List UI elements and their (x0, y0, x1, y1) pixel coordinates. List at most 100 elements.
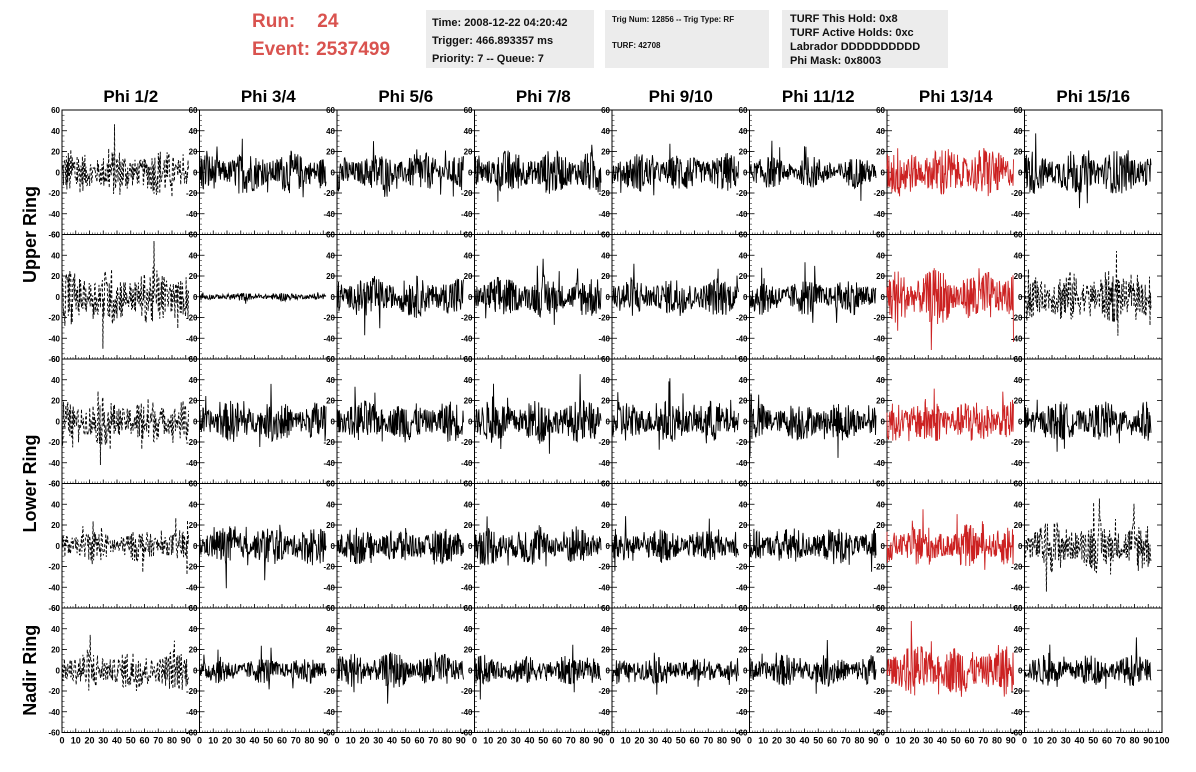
y-tick-label: 0 (1018, 542, 1023, 551)
y-tick-label: -20 (186, 189, 198, 198)
y-tick-label: 60 (189, 231, 198, 240)
x-tick-label: 60 (827, 736, 837, 746)
y-tick-label: 40 (739, 500, 748, 509)
y-tick-label: -40 (323, 708, 335, 717)
column-title: Phi 5/6 (378, 87, 433, 106)
waveform-trace (199, 383, 327, 448)
y-tick-label: 40 (876, 127, 885, 136)
turf-text: TURF: 42708 (612, 41, 661, 50)
y-tick-label: 20 (1014, 646, 1023, 655)
x-tick-label: 30 (923, 736, 933, 746)
x-tick-label: 90 (731, 736, 741, 746)
y-tick-label: 60 (464, 480, 473, 489)
y-tick-label: -40 (461, 583, 473, 592)
x-tick-label: 70 (978, 736, 988, 746)
y-tick-label: 20 (601, 521, 610, 530)
y-tick-label: 60 (464, 106, 473, 115)
ring-label: Upper Ring (20, 186, 40, 283)
y-tick-label: 0 (56, 168, 61, 177)
x-tick-label: 90 (1006, 736, 1016, 746)
y-tick-label: 60 (1014, 480, 1023, 489)
y-tick-label: -20 (598, 563, 610, 572)
y-tick-label: 60 (189, 604, 198, 613)
waveform-trace (199, 292, 327, 304)
x-tick-label: 10 (208, 736, 218, 746)
y-tick-label: 0 (743, 168, 748, 177)
x-tick-label: 30 (236, 736, 246, 746)
x-tick-label: 60 (964, 736, 974, 746)
x-tick-label: 40 (112, 736, 122, 746)
y-tick-label: -20 (186, 687, 198, 696)
y-tick-label: -20 (48, 687, 60, 696)
y-tick-label: 60 (601, 480, 610, 489)
y-tick-label: -40 (873, 459, 885, 468)
event-value: 2537499 (316, 39, 391, 60)
x-tick-label: 70 (841, 736, 851, 746)
x-tick-label: 50 (951, 736, 961, 746)
y-tick-label: -40 (1011, 583, 1023, 592)
x-tick-label: 80 (579, 736, 589, 746)
y-tick-label: -20 (736, 687, 748, 696)
y-tick-label: -20 (598, 189, 610, 198)
y-tick-label: 0 (881, 293, 886, 302)
column-title: Phi 13/14 (919, 87, 993, 106)
y-tick-label: 60 (1014, 106, 1023, 115)
y-tick-label: 60 (739, 604, 748, 613)
y-tick-label: -60 (1011, 729, 1023, 738)
y-tick-label: -20 (186, 563, 198, 572)
y-tick-label: -20 (736, 563, 748, 572)
y-tick-label: -60 (461, 729, 473, 738)
y-tick-label: 60 (739, 355, 748, 364)
x-tick-label: 60 (139, 736, 149, 746)
y-tick-label: 0 (468, 168, 473, 177)
y-tick-label: 0 (193, 542, 198, 551)
waveform-trace (886, 268, 1014, 351)
column-title: Phi 9/10 (649, 87, 713, 106)
panel-frame (474, 607, 613, 733)
y-tick-label: 0 (331, 542, 336, 551)
waveform-trace (61, 634, 189, 692)
y-tick-label: 60 (51, 355, 60, 364)
y-tick-label: 0 (743, 293, 748, 302)
y-tick-label: -20 (598, 687, 610, 696)
y-tick-label: 0 (193, 168, 198, 177)
y-tick-label: 20 (326, 397, 335, 406)
time-text: Time: 2008-12-22 04:20:42 (432, 17, 568, 29)
y-tick-label: 40 (601, 500, 610, 509)
y-tick-label: -40 (186, 459, 198, 468)
y-tick-label: 60 (876, 604, 885, 613)
x-tick-label: 50 (538, 736, 548, 746)
y-tick-label: 20 (739, 272, 748, 281)
y-tick-label: -60 (48, 729, 60, 738)
y-tick-label: 60 (739, 106, 748, 115)
x-tick-label: 0 (1022, 736, 1027, 746)
waveform-trace (336, 275, 464, 336)
y-tick-label: 40 (464, 127, 473, 136)
y-tick-label: -40 (598, 334, 610, 343)
y-tick-label: -20 (48, 314, 60, 323)
waveform-trace (611, 652, 739, 695)
y-tick-label: 60 (739, 231, 748, 240)
y-tick-label: -40 (186, 583, 198, 592)
y-tick-label: 60 (51, 106, 60, 115)
waveform-trace (749, 140, 877, 201)
column-title: Phi 15/16 (1056, 87, 1130, 106)
y-tick-label: 0 (56, 417, 61, 426)
y-tick-label: -40 (873, 334, 885, 343)
y-tick-label: 40 (51, 251, 60, 260)
column-title: Phi 11/12 (782, 87, 855, 106)
y-tick-label: 0 (606, 666, 611, 675)
waveform-trace (199, 524, 327, 589)
x-tick-label: 70 (1116, 736, 1126, 746)
priority-text: Priority: 7 -- Queue: 7 (432, 53, 544, 65)
y-tick-label: -60 (48, 480, 60, 489)
y-tick-label: 60 (326, 106, 335, 115)
y-tick-label: -40 (736, 210, 748, 219)
